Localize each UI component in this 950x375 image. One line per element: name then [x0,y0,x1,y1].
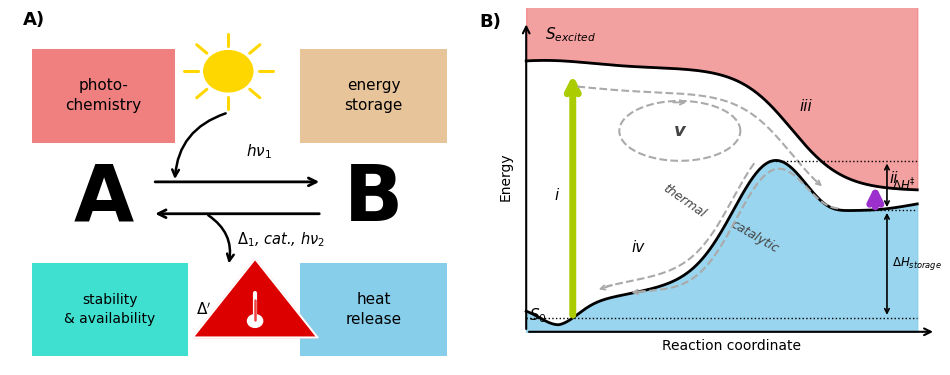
FancyBboxPatch shape [32,49,175,142]
Text: B: B [344,161,403,237]
Text: $\Delta H_{storage}$: $\Delta H_{storage}$ [892,255,941,272]
Text: ii: ii [889,171,898,186]
Text: B): B) [480,13,502,31]
Polygon shape [193,259,317,338]
FancyBboxPatch shape [300,262,447,356]
Text: $S_{excited}$: $S_{excited}$ [545,25,596,44]
Text: $\Delta H^{\ddagger}$: $\Delta H^{\ddagger}$ [892,177,916,194]
Text: Energy: Energy [498,152,512,201]
Circle shape [203,51,253,92]
Text: $S_0$: $S_0$ [528,306,546,325]
Text: catalytic: catalytic [728,218,781,255]
Text: photo-
chemistry: photo- chemistry [66,78,142,113]
FancyBboxPatch shape [300,49,447,142]
Text: heat
release: heat release [346,292,402,327]
Text: thermal: thermal [661,182,708,221]
Text: energy
storage: energy storage [344,78,403,113]
Text: v: v [674,122,686,140]
Text: iii: iii [799,99,812,114]
Text: A): A) [23,11,45,29]
Text: $h\nu_1$: $h\nu_1$ [246,142,272,161]
Text: iv: iv [632,240,644,255]
Text: $\Delta'$: $\Delta'$ [196,301,212,318]
Text: $\Delta_1$, cat., $h\nu_2$: $\Delta_1$, cat., $h\nu_2$ [238,231,325,249]
Text: i: i [555,188,559,202]
Text: stability
& availability: stability & availability [65,293,156,326]
FancyBboxPatch shape [32,262,188,356]
Circle shape [248,315,262,327]
Text: A: A [73,161,133,237]
Text: Reaction coordinate: Reaction coordinate [661,339,801,353]
